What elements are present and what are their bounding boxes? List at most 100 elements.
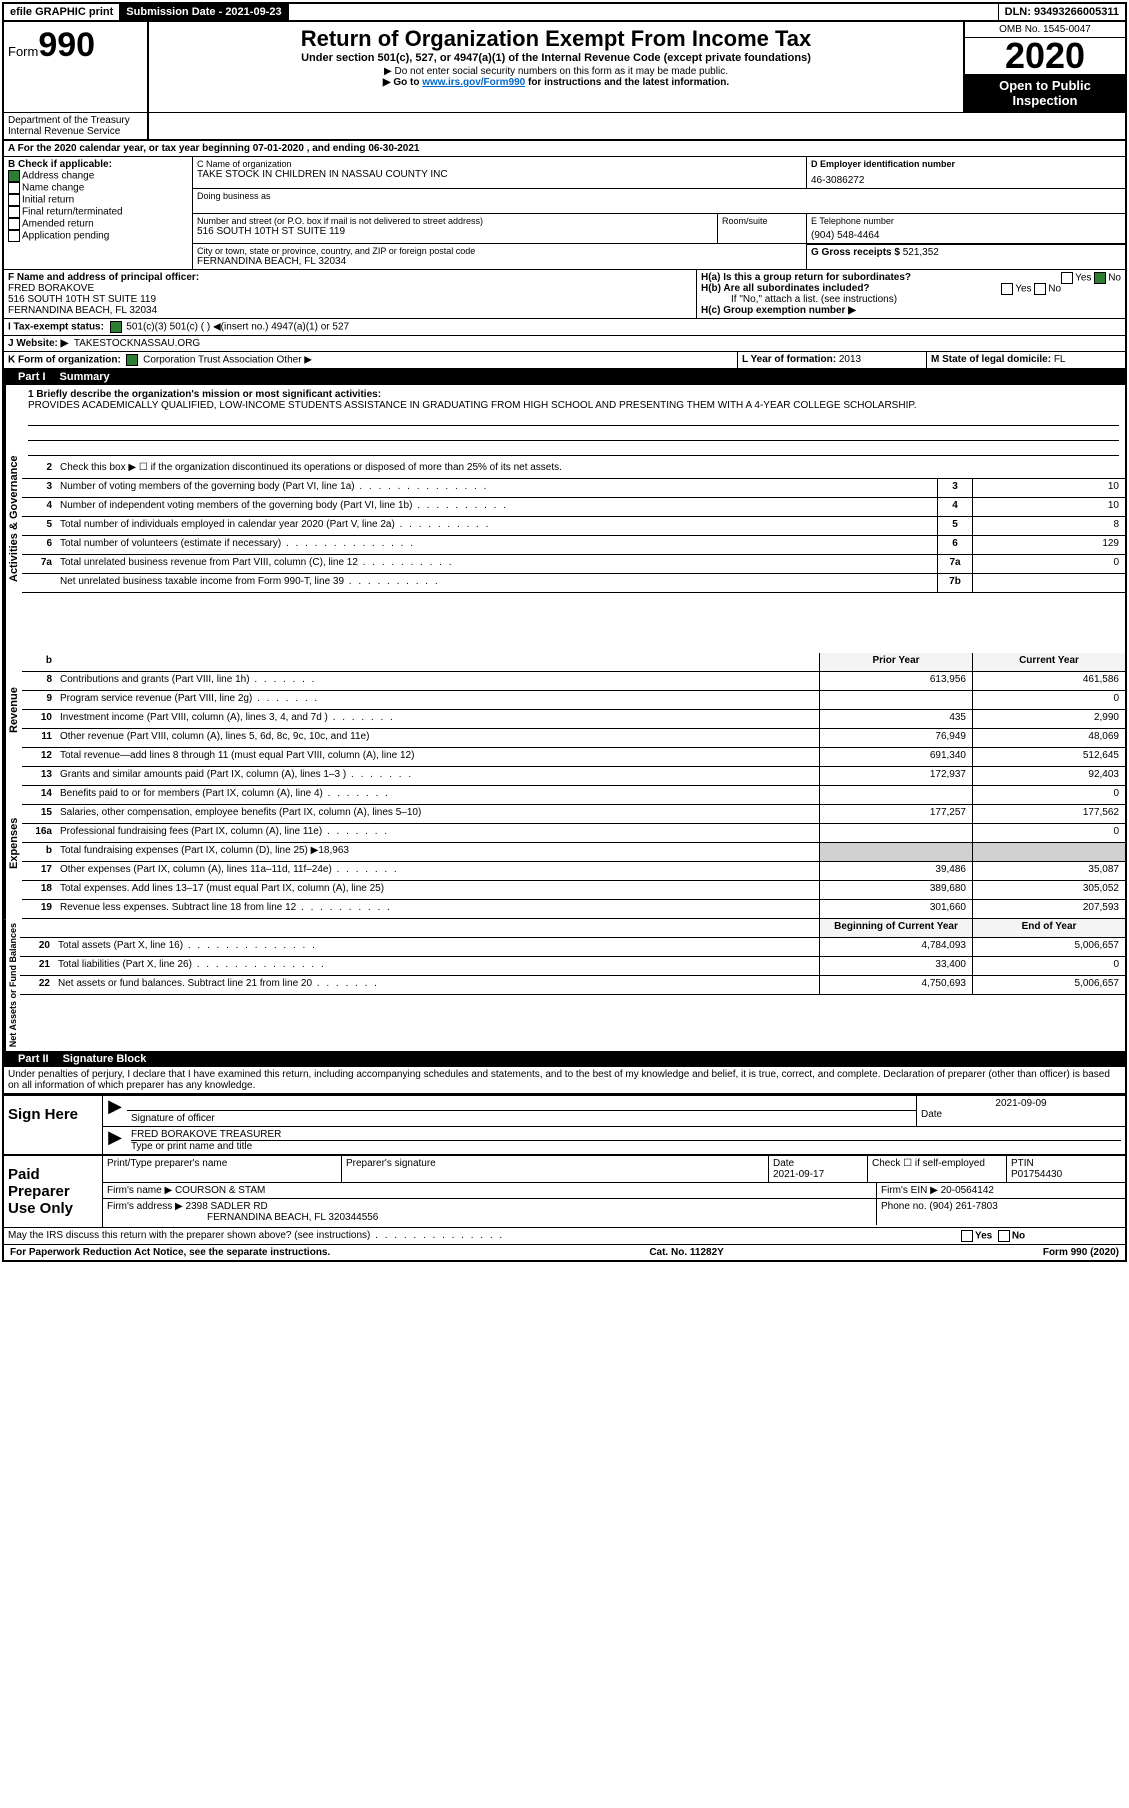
p-21: 33,400 <box>819 957 972 975</box>
line-10: Investment income (Part VIII, column (A)… <box>56 710 819 728</box>
c-15: 177,562 <box>972 805 1125 823</box>
side-revenue: Revenue <box>4 653 22 767</box>
officer-type-label: Type or print name and title <box>131 1141 1121 1152</box>
sign-here-label: Sign Here <box>4 1096 103 1154</box>
officer-printed: FRED BORAKOVE TREASURER <box>131 1129 1121 1141</box>
check-self[interactable]: Check ☐ if self-employed <box>868 1156 1007 1182</box>
form-header: Form990 Return of Organization Exempt Fr… <box>4 22 1125 113</box>
form-990-page: efile GRAPHIC print Submission Date - 20… <box>2 2 1127 1262</box>
line-7a: Total unrelated business revenue from Pa… <box>56 555 937 573</box>
line-6: Total number of volunteers (estimate if … <box>56 536 937 554</box>
hdr-boy: Beginning of Current Year <box>819 919 972 937</box>
hdr-prior: Prior Year <box>819 653 972 671</box>
line-12: Total revenue—add lines 8 through 11 (mu… <box>56 748 819 766</box>
ein-value: 46-3086272 <box>811 175 1121 186</box>
irs-link[interactable]: www.irs.gov/Form990 <box>422 77 525 88</box>
line-17: Other expenses (Part IX, column (A), lin… <box>56 862 819 880</box>
firm-name-label: Firm's name ▶ <box>107 1185 172 1196</box>
officer-addr2: FERNANDINA BEACH, FL 32034 <box>8 305 692 316</box>
hdr-current: Current Year <box>972 653 1125 671</box>
line-b: Total fundraising expenses (Part IX, col… <box>56 843 819 861</box>
note-link-row: ▶ Go to www.irs.gov/Form990 for instruct… <box>157 77 955 88</box>
check-address-change[interactable]: Address change <box>8 170 188 182</box>
firm-addr2: FERNANDINA BEACH, FL 320344556 <box>207 1212 378 1223</box>
p-16a <box>819 824 972 842</box>
c-14: 0 <box>972 786 1125 804</box>
c-b <box>972 843 1125 861</box>
prep-date: 2021-09-17 <box>773 1169 824 1180</box>
street-address: 516 SOUTH 10TH ST SUITE 119 <box>197 226 713 237</box>
line-11: Other revenue (Part VIII, column (A), li… <box>56 729 819 747</box>
line-3: Number of voting members of the governin… <box>56 479 937 497</box>
m-state: M State of legal domicile: FL <box>926 352 1125 368</box>
date-label: Date <box>921 1109 1121 1120</box>
website-url[interactable]: TAKESTOCKNASSAU.ORG <box>74 338 200 349</box>
c-name-label: C Name of organization <box>197 159 802 169</box>
title-box: Return of Organization Exempt From Incom… <box>149 22 965 112</box>
h-a-row: H(a) Is this a group return for subordin… <box>701 272 1121 283</box>
val-3: 10 <box>972 479 1125 497</box>
c-13: 92,403 <box>972 767 1125 785</box>
side-expenses: Expenses <box>4 767 22 919</box>
part-ii-name: Signature Block <box>63 1053 147 1065</box>
section-a-tax-year: A For the 2020 calendar year, or tax yea… <box>4 141 1125 157</box>
val-6: 129 <box>972 536 1125 554</box>
check-application-pending[interactable]: Application pending <box>8 230 188 242</box>
form-number: 990 <box>38 26 95 64</box>
p-14 <box>819 786 972 804</box>
g-label: G Gross receipts $ <box>811 247 900 258</box>
firm-ein-label: Firm's EIN ▶ <box>881 1185 938 1196</box>
officer-addr1: 516 SOUTH 10TH ST SUITE 119 <box>8 294 692 305</box>
paid-preparer-section: Paid Preparer Use Only Print/Type prepar… <box>4 1154 1125 1227</box>
col-c-org-info: C Name of organization TAKE STOCK IN CHI… <box>193 157 1125 269</box>
c-9: 0 <box>972 691 1125 709</box>
firm-addr-label: Firm's address ▶ <box>107 1201 183 1212</box>
check-initial-return[interactable]: Initial return <box>8 194 188 206</box>
part-ii-header: Part II Signature Block <box>4 1051 1125 1067</box>
line-15: Salaries, other compensation, employee b… <box>56 805 819 823</box>
discuss-question: May the IRS discuss this return with the… <box>4 1228 957 1244</box>
val-4: 10 <box>972 498 1125 516</box>
discuss-yesno[interactable]: Yes No <box>957 1228 1125 1244</box>
dba-label: Doing business as <box>197 191 803 201</box>
line-9: Program service revenue (Part VIII, line… <box>56 691 819 709</box>
prep-sig-label: Preparer's signature <box>346 1158 436 1169</box>
goto-pre: ▶ Go to <box>383 77 422 88</box>
efile-label: efile GRAPHIC print <box>4 4 120 20</box>
part-i-name: Summary <box>60 371 110 383</box>
p-13: 172,937 <box>819 767 972 785</box>
p-19: 301,660 <box>819 900 972 918</box>
line-4: Number of independent voting members of … <box>56 498 937 516</box>
c-16a: 0 <box>972 824 1125 842</box>
phone-value: (904) 548-4464 <box>811 230 1121 241</box>
main-info-block: B Check if applicable: Address change Na… <box>4 157 1125 270</box>
submission-date: Submission Date - 2021-09-23 <box>120 4 288 20</box>
footer-mid: Cat. No. 11282Y <box>649 1247 723 1258</box>
h-b-note: If "No," attach a list. (see instruction… <box>701 294 1121 305</box>
mission-box: 1 Briefly describe the organization's mi… <box>22 385 1125 460</box>
c-21: 0 <box>972 957 1125 975</box>
firm-addr1: 2398 SADLER RD <box>186 1201 268 1212</box>
footer-right: Form 990 (2020) <box>1043 1247 1119 1258</box>
part-i-header: Part I Summary <box>4 369 1125 385</box>
p-10: 435 <box>819 710 972 728</box>
check-amended[interactable]: Amended return <box>8 218 188 230</box>
side-net-assets: Net Assets or Fund Balances <box>4 919 20 1051</box>
goto-post: for instructions and the latest informat… <box>525 77 729 88</box>
p-22: 4,750,693 <box>819 976 972 994</box>
part-ii-label: Part II <box>12 1053 55 1065</box>
hdr-eoy: End of Year <box>972 919 1125 937</box>
l-year: L Year of formation: 2013 <box>737 352 926 368</box>
year-box: OMB No. 1545-0047 2020 Open to Public In… <box>965 22 1125 112</box>
check-name-change[interactable]: Name change <box>8 182 188 194</box>
line-16a: Professional fundraising fees (Part IX, … <box>56 824 819 842</box>
sig-date: 2021-09-09 <box>921 1098 1121 1109</box>
c-17: 35,087 <box>972 862 1125 880</box>
line-13: Grants and similar amounts paid (Part IX… <box>56 767 819 785</box>
city-value: FERNANDINA BEACH, FL 32034 <box>197 256 802 267</box>
c-8: 461,586 <box>972 672 1125 690</box>
arrow-icon: ▶ <box>103 1096 127 1126</box>
form-word: Form <box>8 44 38 59</box>
check-final-return[interactable]: Final return/terminated <box>8 206 188 218</box>
spacer <box>289 4 999 20</box>
